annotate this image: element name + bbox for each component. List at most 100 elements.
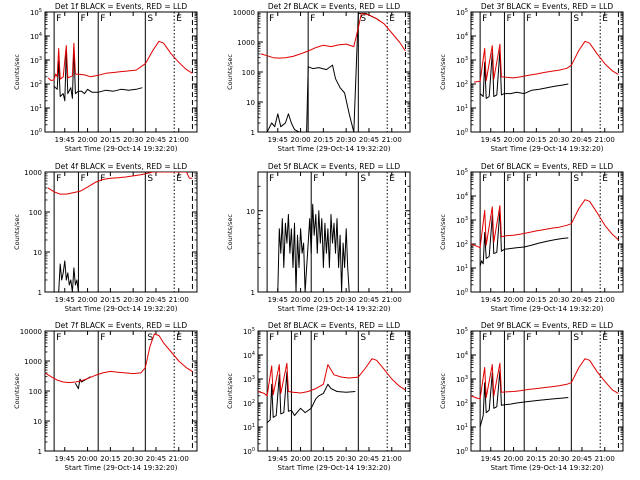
- y-tick-label: 10: [33, 249, 42, 257]
- y-tick-label: 100: [456, 288, 468, 297]
- y-tick-label: 100: [30, 128, 42, 137]
- x-tick-label: 21:00: [382, 296, 402, 304]
- x-tick-label: 21:00: [169, 455, 189, 463]
- series-line-events: [74, 376, 91, 390]
- marker-label: E: [389, 333, 395, 343]
- y-tick-label: 104: [30, 32, 42, 41]
- marker-label: F: [100, 333, 105, 343]
- x-tick-label: 20:30: [549, 455, 569, 463]
- x-tick-label: 19:45: [268, 455, 288, 463]
- x-axis-label: Start Time (29-Oct-14 19:32:20): [491, 145, 604, 153]
- plot-frame: [470, 330, 624, 452]
- y-tick-label: 10000: [20, 328, 42, 336]
- y-tick-label: 101: [456, 104, 468, 113]
- y-axis-label: Counts/sec: [439, 373, 447, 409]
- x-tick-label: 20:15: [100, 136, 120, 144]
- y-tick-label: 1000: [24, 358, 42, 366]
- y-tick-label: 104: [456, 32, 468, 41]
- y-tick-label: 104: [456, 192, 468, 201]
- panel-title: Det 1f BLACK = Events, RED = LLD: [55, 2, 188, 11]
- plot-frame: [257, 171, 411, 293]
- y-tick-label: 104: [456, 351, 468, 360]
- series-group: [473, 40, 619, 99]
- x-tick-label: 20:00: [503, 296, 523, 304]
- x-tick-label: 20:15: [526, 136, 546, 144]
- marker-label: S: [147, 333, 153, 343]
- marker-label: F: [80, 14, 85, 24]
- series-group: [260, 12, 406, 132]
- x-tick-label: 20:30: [549, 296, 569, 304]
- marker-label: S: [573, 174, 579, 184]
- y-tick-label: 102: [243, 399, 255, 408]
- x-tick-label: 20:15: [526, 296, 546, 304]
- y-tick-label: 1: [38, 289, 42, 297]
- marker-label: F: [526, 174, 531, 184]
- y-tick-label: 103: [30, 56, 42, 65]
- y-axis-label: Counts/sec: [439, 54, 447, 90]
- y-tick-label: 102: [30, 80, 42, 89]
- panel-2: Det 2f BLACK = Events, RED = LLD Start Ti…: [226, 2, 411, 153]
- marker-label: F: [100, 14, 105, 24]
- x-tick-label: 20:15: [100, 296, 120, 304]
- y-tick-label: 105: [456, 327, 468, 336]
- x-tick-label: 21:00: [169, 296, 189, 304]
- panel-title: Det 6f BLACK = Events, RED = LLD: [481, 162, 614, 171]
- series-line-lld: [473, 40, 619, 83]
- series-line-events: [266, 12, 380, 132]
- series-line-lld: [471, 358, 619, 400]
- x-axis-label: Start Time (29-Oct-14 19:32:20): [491, 305, 604, 313]
- x-tick-label: 21:00: [382, 455, 402, 463]
- y-tick-label: 1000: [24, 169, 42, 177]
- y-axis-label: Counts/sec: [226, 214, 234, 250]
- plot-frame: [44, 171, 198, 293]
- x-axis-label: Start Time (29-Oct-14 19:32:20): [65, 305, 178, 313]
- x-tick-label: 21:00: [595, 136, 615, 144]
- x-tick-label: 20:30: [336, 296, 356, 304]
- series-line-events: [479, 49, 569, 99]
- x-tick-label: 19:45: [55, 136, 75, 144]
- series-line-events: [479, 370, 569, 428]
- series-line-events: [58, 260, 79, 292]
- x-tick-label: 19:45: [481, 296, 501, 304]
- y-tick-label: 10: [246, 99, 255, 107]
- x-tick-label: 20:30: [123, 136, 143, 144]
- x-tick-label: 20:15: [313, 136, 333, 144]
- x-tick-label: 20:15: [313, 455, 333, 463]
- x-tick-label: 20:00: [77, 296, 97, 304]
- marker-label: F: [482, 174, 487, 184]
- x-tick-label: 19:45: [268, 296, 288, 304]
- marker-label: E: [602, 174, 608, 184]
- panel-title: Det 9f BLACK = Events, RED = LLD: [481, 321, 614, 330]
- x-tick-label: 20:00: [503, 136, 523, 144]
- panel-title: Det 2f BLACK = Events, RED = LLD: [268, 2, 401, 11]
- series-line-lld: [471, 199, 619, 249]
- x-tick-label: 19:45: [481, 136, 501, 144]
- panel-4: Det 4f BLACK = Events, RED = LLD Start Ti…: [13, 162, 198, 313]
- x-tick-label: 19:45: [268, 136, 288, 144]
- marker-label: S: [360, 174, 366, 184]
- x-tick-label: 20:45: [146, 455, 166, 463]
- marker-label: F: [313, 333, 318, 343]
- panel-9: Det 9f BLACK = Events, RED = LLD Start Ti…: [439, 321, 624, 472]
- marker-label: F: [526, 14, 531, 24]
- panel-7: Det 7f BLACK = Events, RED = LLD Start Ti…: [13, 321, 198, 472]
- x-tick-label: 20:30: [336, 455, 356, 463]
- x-axis-label: Start Time (29-Oct-14 19:32:20): [65, 145, 178, 153]
- marker-label: F: [482, 14, 487, 24]
- panel-title: Det 5f BLACK = Events, RED = LLD: [268, 162, 401, 171]
- y-tick-label: 104: [243, 351, 255, 360]
- marker-label: S: [360, 333, 366, 343]
- y-tick-label: 1000: [237, 39, 255, 47]
- y-tick-label: 101: [456, 423, 468, 432]
- plot-frame: [470, 11, 624, 133]
- panel-title: Det 7f BLACK = Events, RED = LLD: [55, 321, 188, 330]
- y-tick-label: 100: [29, 209, 42, 217]
- x-tick-label: 20:45: [359, 296, 379, 304]
- y-tick-label: 100: [456, 128, 468, 137]
- x-axis-label: Start Time (29-Oct-14 19:32:20): [278, 145, 391, 153]
- plot-frame: [470, 171, 624, 293]
- y-tick-label: 100: [456, 447, 468, 456]
- y-tick-label: 1: [251, 129, 255, 137]
- x-tick-label: 20:45: [359, 136, 379, 144]
